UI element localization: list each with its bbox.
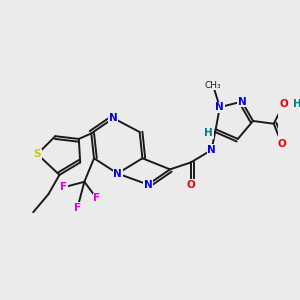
Text: N: N [215,102,224,112]
Text: CH₃: CH₃ [205,80,221,89]
Text: F: F [60,182,67,192]
Text: N: N [207,145,216,155]
Text: F: F [93,194,100,203]
Text: O: O [278,140,286,149]
Text: O: O [279,99,288,110]
Text: N: N [109,113,118,123]
Text: H: H [204,128,213,138]
Text: H: H [293,99,300,110]
Text: N: N [238,97,246,106]
Text: N: N [113,169,122,178]
Text: S: S [34,149,41,159]
Text: N: N [144,180,152,190]
Text: F: F [74,203,81,213]
Text: O: O [186,180,195,190]
